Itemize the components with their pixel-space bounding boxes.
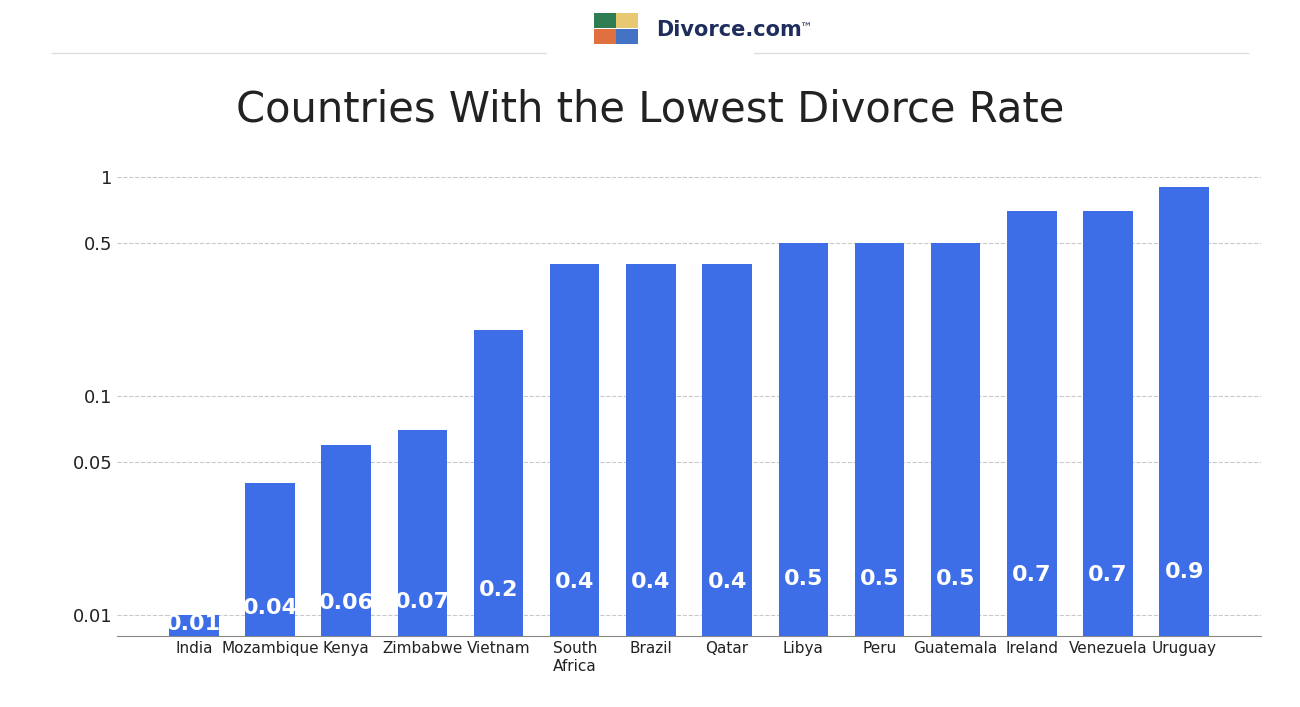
Text: 0.07: 0.07 xyxy=(395,592,450,612)
Text: 0.2: 0.2 xyxy=(478,580,519,600)
Bar xyxy=(854,243,905,707)
Bar xyxy=(169,615,218,707)
Bar xyxy=(321,445,370,707)
Text: 0.5: 0.5 xyxy=(784,569,823,589)
Bar xyxy=(627,264,676,707)
Bar xyxy=(1083,211,1132,707)
Text: ™: ™ xyxy=(800,22,812,35)
Text: 0.4: 0.4 xyxy=(632,572,671,592)
Text: 0.4: 0.4 xyxy=(555,572,594,592)
Bar xyxy=(931,243,980,707)
Text: Divorce.com: Divorce.com xyxy=(656,20,802,40)
Bar xyxy=(1008,211,1057,707)
Text: 0.7: 0.7 xyxy=(1088,565,1128,585)
Bar xyxy=(246,483,295,707)
Bar xyxy=(550,264,599,707)
Bar xyxy=(1160,187,1209,707)
Bar xyxy=(779,243,828,707)
Text: 0.04: 0.04 xyxy=(243,598,298,618)
Text: 0.9: 0.9 xyxy=(1165,562,1204,583)
Text: 0.7: 0.7 xyxy=(1013,565,1052,585)
Text: 0.01: 0.01 xyxy=(166,614,221,633)
Text: 0.5: 0.5 xyxy=(859,569,900,589)
Bar xyxy=(473,330,524,707)
Text: 0.4: 0.4 xyxy=(707,572,746,592)
Text: Countries With the Lowest Divorce Rate: Countries With the Lowest Divorce Rate xyxy=(235,88,1065,131)
Bar xyxy=(702,264,751,707)
Text: 0.06: 0.06 xyxy=(318,593,373,613)
Text: 0.5: 0.5 xyxy=(936,569,975,589)
Bar xyxy=(398,430,447,707)
